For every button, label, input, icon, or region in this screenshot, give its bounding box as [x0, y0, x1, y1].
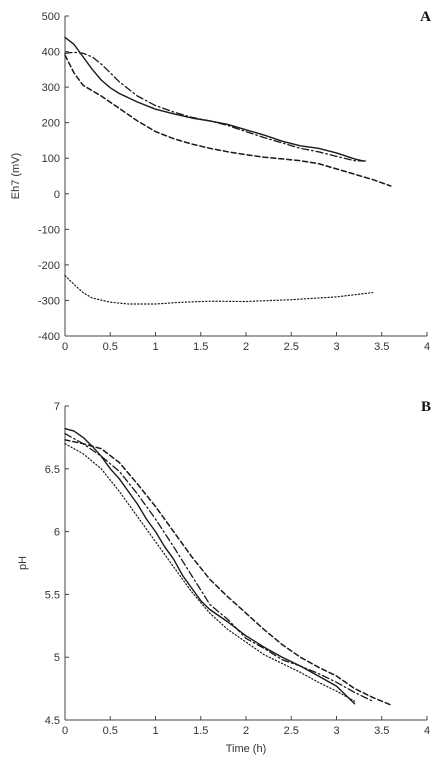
- panel-b-x-tick-label: 0: [62, 725, 68, 737]
- panel-a-series-dashdot-line: [64, 51, 369, 162]
- panel-b-y-tick-label: 5: [54, 652, 60, 664]
- panel-a-y-axis-label: Eh7 (mV): [10, 153, 22, 199]
- panel-a-y-tick-label: -100: [38, 224, 60, 236]
- panel-b-y-tick-label: 4.5: [45, 715, 60, 727]
- panel-b-x-tick-label: 3.5: [374, 725, 389, 737]
- panel-b-y-tick-label: 6.5: [45, 464, 60, 476]
- panel-a-x-tick-label: 4: [424, 341, 430, 353]
- panel-a-y-tick-label: 200: [42, 118, 60, 130]
- panel-b-label: B: [421, 399, 431, 415]
- panel-a-y-tick-label: 400: [42, 47, 60, 59]
- panel-b-x-tick-label: 2: [243, 725, 249, 737]
- panel-b-x-tick-label: 3: [333, 725, 339, 737]
- panel-a-x-tick-label: 0: [62, 341, 68, 353]
- panel-a-x-tick-label: 1.5: [193, 341, 208, 353]
- panel-a-y-tick-label: 500: [42, 11, 60, 23]
- panel-a-y-tick-label: 0: [54, 189, 60, 201]
- panel-a-x-tick-label: 3.5: [374, 341, 389, 353]
- panel-b-y-axis-label: pH: [17, 556, 29, 570]
- panel-a-series-dashed-line: [64, 54, 392, 187]
- panel-a-y-tick-label: 100: [42, 153, 60, 165]
- panel-b-x-tick-label: 1.5: [193, 725, 208, 737]
- panel-b-x-tick-label: 0.5: [103, 725, 118, 737]
- panel-a-x-tick-label: 2: [243, 341, 249, 353]
- panel-b-series-dotted-line: [64, 443, 356, 702]
- panel-b-y-tick-label: 5.5: [45, 589, 60, 601]
- panel-a-x-tick-label: 1: [152, 341, 158, 353]
- panel-b-series-solid-line: [64, 427, 356, 705]
- panel-b-y-tick-label: 7: [54, 401, 60, 413]
- panel-b-series-dashdot-line: [64, 432, 374, 702]
- panel-b-y-tick-label: 6: [54, 527, 60, 539]
- panel-a-x-tick-label: 3: [333, 341, 339, 353]
- panel-b-x-axis-label: Time (h): [226, 743, 267, 755]
- panel-b-x-tick-label: 1: [152, 725, 158, 737]
- panel-a-y-tick-label: -400: [38, 331, 60, 343]
- panel-a-y-tick-label: -300: [38, 295, 60, 307]
- panel-a-y-tick-label: -200: [38, 260, 60, 272]
- panel-a-series-solid-line: [64, 36, 365, 162]
- panel-a-x-tick-label: 0.5: [103, 341, 118, 353]
- panel-a-x-tick-label: 2.5: [284, 341, 299, 353]
- panel-a-label: A: [420, 9, 431, 25]
- panel-b-x-tick-label: 2.5: [284, 725, 299, 737]
- panel-b-x-tick-label: 4: [424, 725, 430, 737]
- panel-a-series-dotted-line: [64, 275, 374, 305]
- panel-b-series-dashed-line: [64, 439, 392, 706]
- panel-a-y-tick-label: 300: [42, 82, 60, 94]
